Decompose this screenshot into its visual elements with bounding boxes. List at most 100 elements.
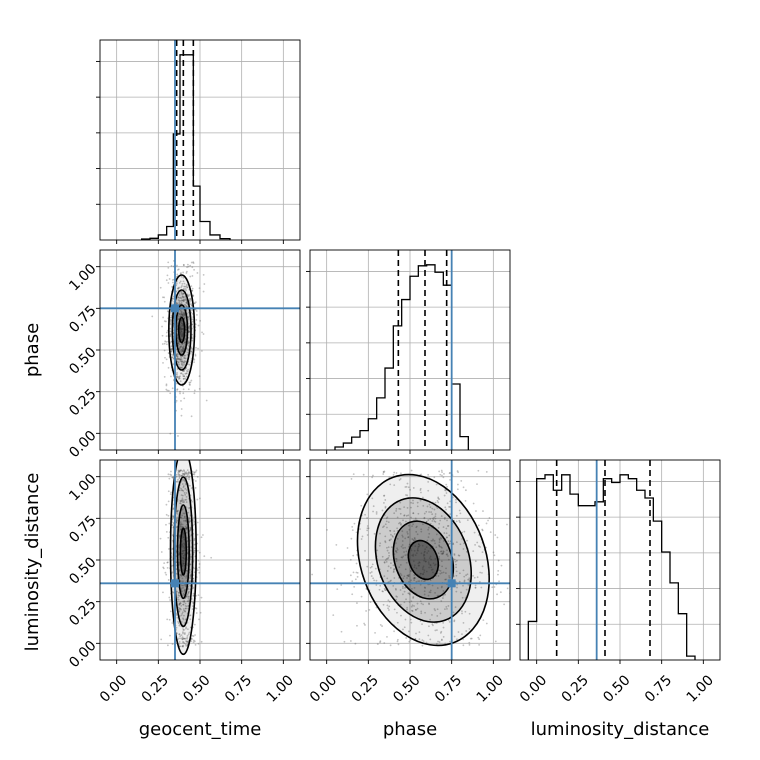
scatter-geocent-time-vs-luminosity-distance-point bbox=[166, 561, 169, 564]
scatter-geocent-time-vs-phase-point bbox=[180, 330, 183, 333]
scatter-geocent-time-vs-phase-point bbox=[180, 324, 183, 327]
scatter-geocent-time-vs-phase-point bbox=[185, 283, 188, 286]
scatter-phase-vs-luminosity-distance-point bbox=[410, 569, 412, 572]
scatter-phase-vs-luminosity-distance-point bbox=[455, 514, 458, 517]
scatter-geocent-time-vs-phase-point bbox=[187, 311, 190, 314]
scatter-phase-vs-luminosity-distance-point bbox=[442, 590, 445, 592]
scatter-phase-vs-luminosity-distance-point bbox=[488, 517, 491, 519]
scatter-phase-vs-luminosity-distance-point bbox=[468, 612, 471, 615]
scatter-phase-vs-luminosity-distance-point bbox=[446, 525, 449, 527]
scatter-geocent-time-vs-luminosity-distance-point bbox=[179, 526, 182, 528]
scatter-phase-vs-luminosity-distance-point bbox=[415, 632, 417, 635]
scatter-phase-vs-luminosity-distance-point bbox=[499, 591, 502, 594]
scatter-geocent-time-vs-luminosity-distance-point bbox=[185, 492, 188, 494]
scatter-geocent-time-vs-luminosity-distance-point bbox=[193, 547, 196, 550]
scatter-geocent-time-vs-phase-point bbox=[182, 292, 185, 295]
scatter-phase-vs-luminosity-distance-point bbox=[406, 606, 408, 609]
scatter-phase-vs-luminosity-distance-point bbox=[434, 501, 437, 504]
scatter-phase-vs-luminosity-distance-point bbox=[384, 505, 387, 508]
scatter-phase-vs-luminosity-distance-point bbox=[411, 525, 413, 528]
scatter-geocent-time-vs-luminosity-distance-point bbox=[177, 591, 180, 594]
scatter-geocent-time-vs-luminosity-distance-point bbox=[169, 473, 172, 476]
hist-geocent-time-plot-area bbox=[100, 40, 300, 240]
scatter-geocent-time-vs-phase-point bbox=[182, 280, 185, 283]
scatter-geocent-time-vs-phase-point bbox=[189, 298, 191, 300]
scatter-geocent-time-vs-phase-point bbox=[178, 343, 181, 346]
scatter-phase-vs-luminosity-distance-point bbox=[405, 637, 408, 639]
scatter-phase-vs-luminosity-distance-point bbox=[465, 630, 468, 632]
scatter-geocent-time-vs-phase-point bbox=[185, 370, 188, 372]
scatter-geocent-time-vs-phase-point bbox=[170, 316, 173, 319]
scatter-phase-vs-luminosity-distance-point bbox=[366, 534, 369, 536]
scatter-geocent-time-vs-luminosity-distance-point bbox=[194, 480, 197, 482]
scatter-geocent-time-vs-phase-point bbox=[177, 287, 180, 289]
scatter-geocent-time-vs-phase-point bbox=[180, 311, 183, 313]
scatter-geocent-time-vs-luminosity-distance-point bbox=[171, 622, 174, 624]
scatter-geocent-time-vs-luminosity-distance-point bbox=[181, 472, 184, 475]
scatter-geocent-time-vs-phase-point bbox=[182, 323, 184, 326]
scatter-phase-vs-luminosity-distance-point bbox=[429, 638, 432, 641]
scatter-geocent-time-vs-luminosity-distance-point bbox=[189, 529, 192, 532]
scatter-phase-vs-luminosity-distance-point bbox=[416, 505, 419, 508]
scatter-geocent-time-vs-phase-point bbox=[182, 299, 185, 302]
scatter-geocent-time-vs-luminosity-distance-point bbox=[185, 575, 188, 578]
scatter-phase-vs-luminosity-distance-point bbox=[388, 609, 390, 611]
scatter-geocent-time-vs-luminosity-distance-point bbox=[194, 634, 196, 636]
scatter-phase-vs-luminosity-distance-point bbox=[431, 513, 434, 516]
scatter-geocent-time-vs-luminosity-distance-point bbox=[189, 575, 192, 578]
scatter-geocent-time-vs-phase-point bbox=[182, 375, 185, 377]
scatter-phase-vs-luminosity-distance-point bbox=[383, 525, 385, 528]
hist-phase-plot-area bbox=[310, 250, 510, 450]
scatter-phase-vs-luminosity-distance-point bbox=[432, 624, 434, 627]
scatter-phase-vs-luminosity-distance-point bbox=[447, 605, 450, 607]
scatter-geocent-time-vs-luminosity-distance-point bbox=[177, 470, 180, 473]
scatter-phase-vs-luminosity-distance-point bbox=[427, 489, 430, 492]
scatter-geocent-time-vs-phase-point bbox=[181, 328, 184, 330]
scatter-geocent-time-vs-luminosity-distance-point bbox=[185, 527, 188, 530]
scatter-phase-vs-luminosity-distance-point bbox=[386, 516, 389, 519]
scatter-phase-vs-luminosity-distance-point bbox=[418, 631, 421, 633]
scatter-phase-vs-luminosity-distance-point bbox=[459, 521, 461, 524]
xlabel-geocent-time: geocent_time bbox=[139, 719, 262, 740]
scatter-phase-vs-luminosity-distance-point bbox=[353, 522, 356, 525]
scatter-geocent-time-vs-luminosity-distance-point bbox=[184, 483, 187, 486]
scatter-phase-vs-luminosity-distance-point bbox=[444, 578, 447, 581]
scatter-geocent-time-vs-luminosity-distance-point bbox=[180, 480, 183, 483]
scatter-geocent-time-vs-luminosity-distance-point bbox=[182, 562, 184, 564]
scatter-phase-vs-luminosity-distance-point bbox=[476, 541, 479, 544]
scatter-phase-vs-luminosity-distance-point bbox=[387, 565, 390, 568]
scatter-geocent-time-vs-phase-point bbox=[192, 320, 194, 323]
scatter-geocent-time-vs-luminosity-distance-point bbox=[180, 474, 183, 477]
scatter-geocent-time-vs-luminosity-distance-point bbox=[178, 471, 181, 473]
scatter-geocent-time-vs-luminosity-distance-point bbox=[175, 564, 178, 567]
scatter-phase-vs-luminosity-distance-point bbox=[440, 586, 443, 589]
scatter-geocent-time-vs-phase-point bbox=[177, 361, 180, 363]
scatter-phase-vs-luminosity-distance-point bbox=[456, 488, 459, 491]
scatter-phase-vs-luminosity-distance-point bbox=[472, 502, 475, 505]
scatter-phase-vs-luminosity-distance-point bbox=[433, 476, 436, 479]
scatter-geocent-time-vs-phase-point bbox=[182, 299, 185, 302]
scatter-geocent-time-vs-phase-point bbox=[182, 373, 184, 376]
scatter-geocent-time-vs-luminosity-distance-point bbox=[181, 508, 184, 510]
scatter-geocent-time-vs-phase-point bbox=[180, 345, 182, 348]
scatter-phase-vs-luminosity-distance-point bbox=[418, 544, 421, 547]
scatter-geocent-time-vs-phase-point bbox=[179, 309, 182, 312]
scatter-geocent-time-vs-phase-point bbox=[169, 330, 172, 333]
scatter-geocent-time-vs-luminosity-distance-point bbox=[183, 470, 186, 473]
scatter-geocent-time-vs-luminosity-distance-point bbox=[168, 477, 171, 480]
scatter-geocent-time-vs-phase-point bbox=[163, 320, 166, 323]
scatter-phase-vs-luminosity-distance-point bbox=[446, 553, 449, 556]
scatter-geocent-time-vs-luminosity-distance-point bbox=[183, 512, 186, 515]
scatter-geocent-time-vs-phase-point bbox=[172, 357, 175, 360]
scatter-geocent-time-vs-luminosity-distance-point bbox=[180, 523, 183, 526]
scatter-phase-vs-luminosity-distance-point bbox=[370, 575, 373, 577]
scatter-geocent-time-vs-phase-point bbox=[183, 313, 186, 316]
scatter-geocent-time-vs-phase-point bbox=[178, 348, 181, 351]
scatter-geocent-time-vs-luminosity-distance-point bbox=[181, 544, 184, 547]
scatter-geocent-time-vs-phase-point bbox=[172, 297, 175, 300]
scatter-geocent-time-vs-luminosity-distance-point bbox=[166, 566, 169, 569]
scatter-geocent-time-vs-luminosity-distance-point bbox=[187, 595, 190, 598]
scatter-phase-vs-luminosity-distance-point bbox=[428, 511, 430, 513]
scatter-geocent-time-vs-luminosity-distance-point bbox=[189, 539, 192, 542]
scatter-geocent-time-vs-phase-point bbox=[176, 287, 179, 290]
